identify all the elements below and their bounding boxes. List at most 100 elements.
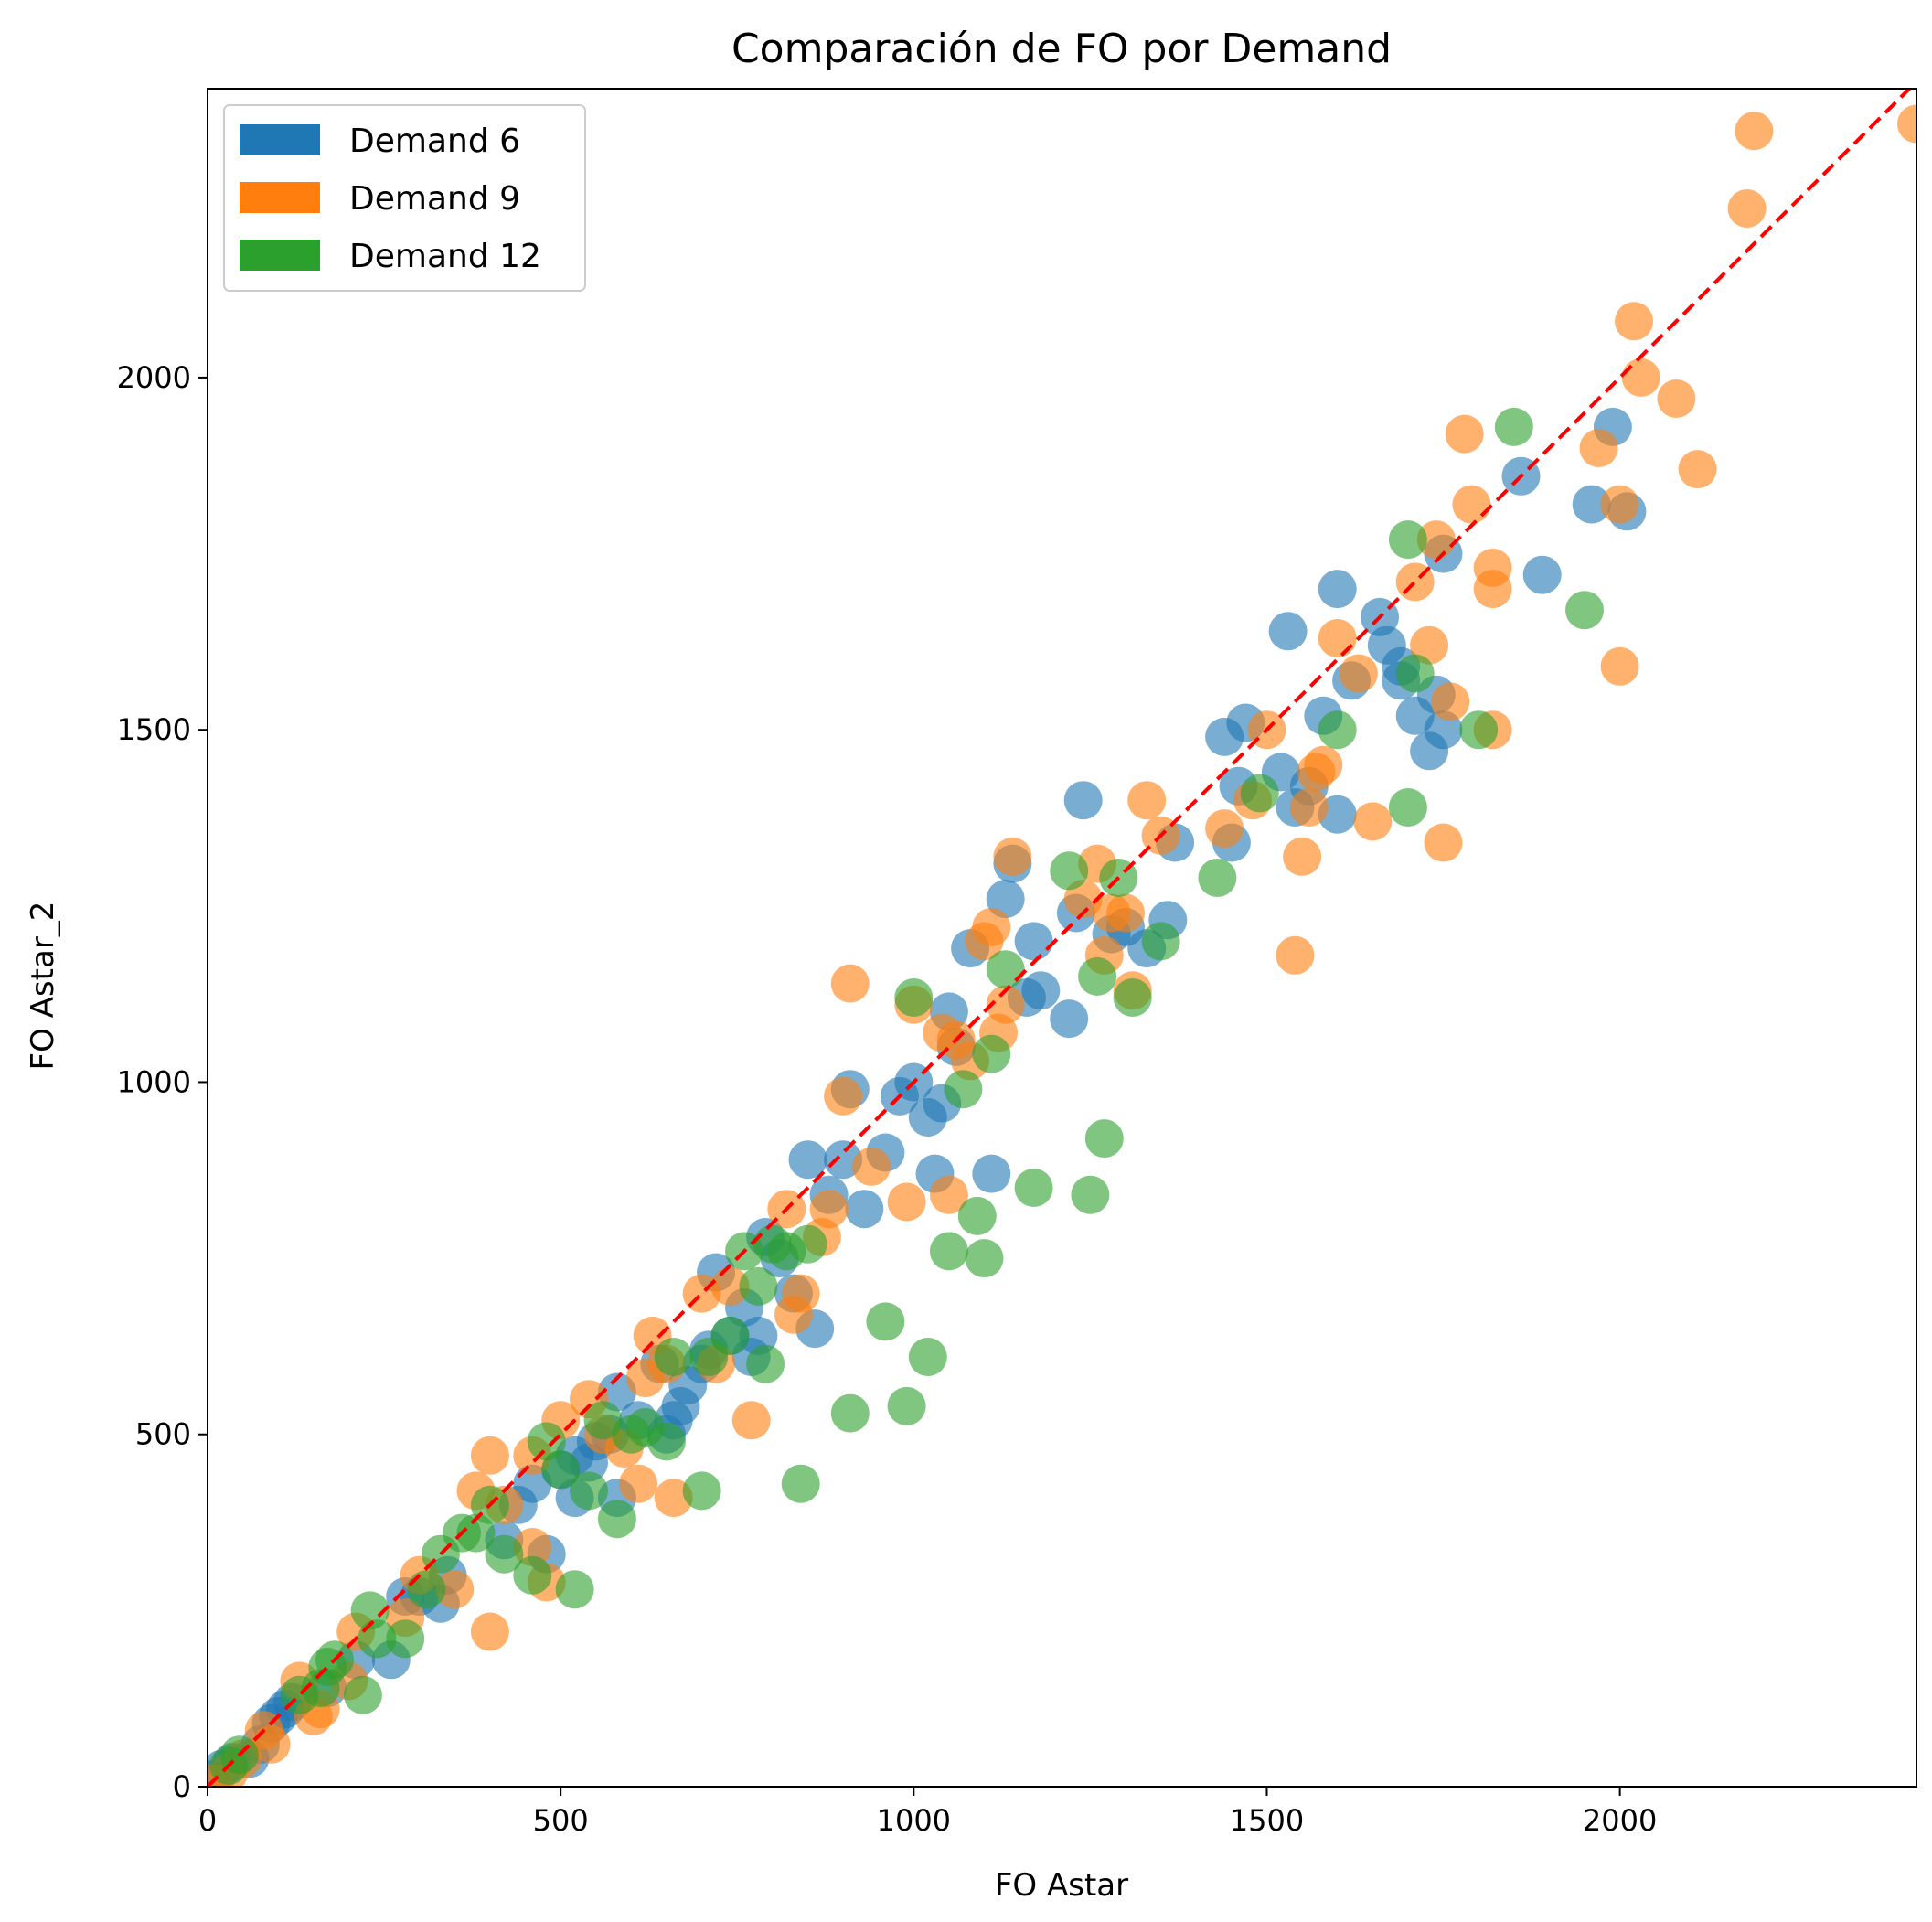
data-point (731, 1401, 771, 1440)
data-point (682, 1471, 721, 1511)
data-point (1727, 189, 1767, 228)
data-point (1416, 520, 1456, 560)
data-point (619, 1464, 658, 1503)
data-point (485, 1534, 524, 1574)
data-point (1395, 654, 1435, 693)
x-tick-label: 1000 (877, 1803, 951, 1838)
data-point (470, 1436, 509, 1475)
data-point (1452, 485, 1491, 524)
y-axis-ticks: 0 500 1000 1500 2000 (117, 360, 208, 1804)
data-point (1113, 978, 1152, 1017)
data-point (824, 1076, 863, 1116)
data-point (929, 1175, 968, 1214)
data-point (1522, 555, 1562, 594)
data-point (1459, 710, 1499, 750)
data-point (986, 950, 1025, 989)
data-point (1071, 1175, 1110, 1214)
plot-frame (207, 88, 1917, 1788)
data-point (972, 1154, 1011, 1193)
data-point (986, 985, 1025, 1024)
legend-swatch (240, 240, 320, 271)
data-point (1388, 788, 1427, 827)
data-point (1127, 781, 1167, 820)
y-tick-label: 500 (135, 1417, 191, 1452)
data-point (1424, 823, 1463, 862)
data-point (1353, 802, 1393, 841)
data-point (830, 964, 870, 1003)
x-tick-label: 2000 (1583, 1803, 1657, 1838)
data-point (1198, 859, 1237, 897)
data-point (1318, 710, 1357, 750)
data-point (739, 1266, 778, 1306)
data-point (1014, 922, 1053, 961)
x-axis-label: FO Astar (995, 1867, 1128, 1904)
reference-line (208, 89, 1913, 1787)
data-point (830, 1393, 870, 1433)
x-axis-ticks: 0 500 1000 1500 2000 (198, 1787, 1657, 1838)
data-point (1240, 774, 1279, 813)
data-point (1579, 429, 1618, 467)
y-tick-label: 1500 (117, 712, 191, 747)
data-point (1565, 591, 1604, 630)
data-point (1621, 358, 1660, 397)
data-point (788, 1140, 827, 1180)
x-tick-label: 1500 (1230, 1803, 1304, 1838)
data-point (929, 1232, 968, 1271)
data-point (993, 837, 1032, 876)
data-point (470, 1612, 509, 1651)
data-point (513, 1555, 552, 1595)
data-point (1735, 112, 1774, 151)
data-point (654, 1338, 693, 1376)
data-point (1106, 893, 1145, 933)
data-point (1600, 485, 1639, 524)
data-point (1084, 1119, 1124, 1159)
data-point (852, 1147, 891, 1186)
data-point (866, 1302, 905, 1341)
legend-swatch (240, 182, 320, 213)
data-point (972, 1034, 1011, 1073)
legend-label: Demand 9 (349, 180, 520, 218)
legend: Demand 6 Demand 9 Demand 12 (223, 104, 586, 292)
legend-label: Demand 6 (349, 123, 520, 160)
data-point (965, 1239, 1004, 1278)
data-point (944, 1070, 983, 1109)
data-point (1572, 485, 1611, 524)
data-point (908, 1338, 947, 1376)
data-point (1268, 612, 1308, 651)
x-tick-label: 0 (198, 1803, 217, 1838)
data-point (1339, 654, 1378, 693)
data-point (570, 1471, 608, 1511)
data-point (1021, 971, 1061, 1010)
chart-title: Comparación de FO por Demand (731, 26, 1392, 72)
data-point (1304, 745, 1343, 785)
data-point (435, 1570, 475, 1609)
y-tick-label: 1000 (117, 1064, 191, 1099)
data-point (788, 1224, 827, 1264)
legend-swatch (240, 124, 320, 155)
data-point (1678, 450, 1717, 489)
data-point (1494, 407, 1533, 446)
data-point (1014, 1169, 1053, 1207)
data-point (1318, 619, 1357, 657)
data-point (1473, 570, 1512, 609)
data-point (1431, 682, 1470, 721)
plot-area (208, 89, 1916, 1787)
y-tick-label: 0 (173, 1769, 191, 1804)
data-point (1289, 788, 1329, 827)
legend-label: Demand 12 (349, 238, 541, 275)
data-point (1657, 379, 1696, 418)
data-point (597, 1500, 636, 1539)
data-point (1615, 302, 1654, 341)
data-point (1445, 414, 1484, 454)
data-point (887, 1386, 926, 1425)
data-point (527, 1422, 566, 1461)
data-point (1063, 781, 1103, 820)
data-point (809, 1190, 849, 1229)
data-point (845, 1190, 884, 1229)
data-point (343, 1675, 382, 1714)
data-point (781, 1274, 820, 1313)
data-point (647, 1422, 686, 1461)
data-point (1050, 851, 1089, 891)
data-point (887, 1182, 926, 1222)
data-point (1276, 935, 1315, 975)
